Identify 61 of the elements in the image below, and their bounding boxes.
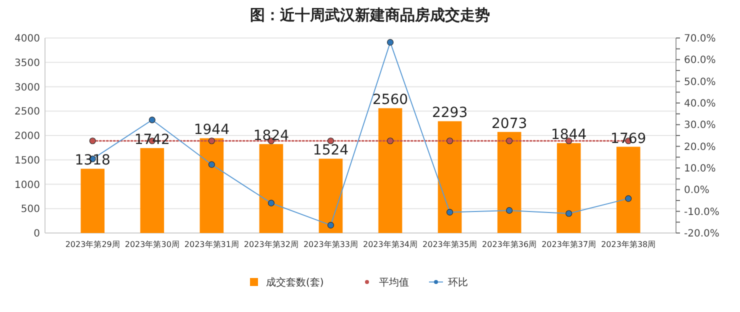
y-tick-label: 1500: [14, 155, 40, 166]
data-label: 2560: [372, 92, 408, 108]
bar: [616, 146, 640, 233]
y-tick-label: 2500: [14, 106, 40, 118]
data-label: 1524: [312, 142, 349, 159]
y2-tick-label: 0.0%: [684, 185, 710, 196]
y2-tick-label: 40.0%: [684, 98, 716, 110]
y2-tick-label: -20.0%: [684, 228, 720, 240]
bar: [438, 121, 462, 233]
y-tick-label: 3000: [14, 82, 40, 94]
point: [446, 208, 454, 216]
bar: [318, 158, 343, 233]
y-tick-label: 4000: [14, 34, 40, 44]
x-tick-label: 2023年第33周: [303, 240, 358, 249]
point: [386, 39, 394, 46]
data-label: 1318: [74, 152, 110, 169]
point: [327, 222, 334, 228]
y-tick-label: 2000: [14, 131, 40, 142]
data-label: 1944: [194, 122, 230, 138]
data-label: 1769: [610, 130, 646, 147]
y2-tick-label: 20.0%: [684, 142, 716, 153]
data-label: 1844: [551, 127, 587, 144]
bar: [497, 132, 522, 233]
bar: [200, 138, 224, 233]
bar: [378, 108, 402, 233]
legend-label: 成交套数(套): [266, 276, 324, 288]
point: [148, 116, 156, 124]
y-tick-label: 3500: [14, 58, 40, 69]
y2-tick-label: 70.0%: [684, 34, 716, 44]
chart-title: 图：近十周武汉新建商品房成交走势: [250, 6, 490, 24]
bar: [259, 144, 284, 233]
y2-tick-label: -10.0%: [684, 206, 720, 218]
y2-tick-label: 60.0%: [684, 55, 716, 66]
x-tick-label: 2023年第37周: [542, 240, 596, 249]
point: [506, 207, 513, 214]
data-label: 1824: [253, 128, 290, 144]
x-tick-label: 2023年第31周: [184, 240, 239, 249]
point: [208, 161, 215, 168]
x-tick-label: 2023年第29周: [65, 240, 120, 249]
x-tick-label: 2023年第30周: [124, 240, 180, 249]
x-tick-label: 2023年第38周: [601, 240, 656, 249]
data-label: 2293: [432, 105, 468, 122]
bar: [556, 143, 581, 233]
point: [268, 200, 275, 206]
x-tick-label: 2023年第34周: [362, 240, 418, 249]
y2-tick-label: 30.0%: [684, 120, 716, 132]
y-tick-label: 1000: [14, 180, 40, 191]
y-tick-label: 500: [20, 204, 40, 216]
x-tick-label: 2023年第36周: [482, 240, 537, 249]
y-tick-label: 0: [34, 228, 40, 240]
bar: [80, 168, 105, 233]
bar: [140, 148, 164, 233]
point: [566, 210, 572, 217]
y2-tick-label: 50.0%: [684, 76, 716, 88]
point: [625, 195, 632, 202]
legend-label: 平均值: [379, 276, 409, 288]
legend-label: 环比: [448, 276, 468, 288]
x-tick-label: 2023年第35周: [422, 240, 478, 249]
y2-tick-label: 10.0%: [684, 164, 716, 174]
data-label: 2073: [492, 116, 528, 132]
x-tick-label: 2023年第32周: [244, 240, 298, 249]
